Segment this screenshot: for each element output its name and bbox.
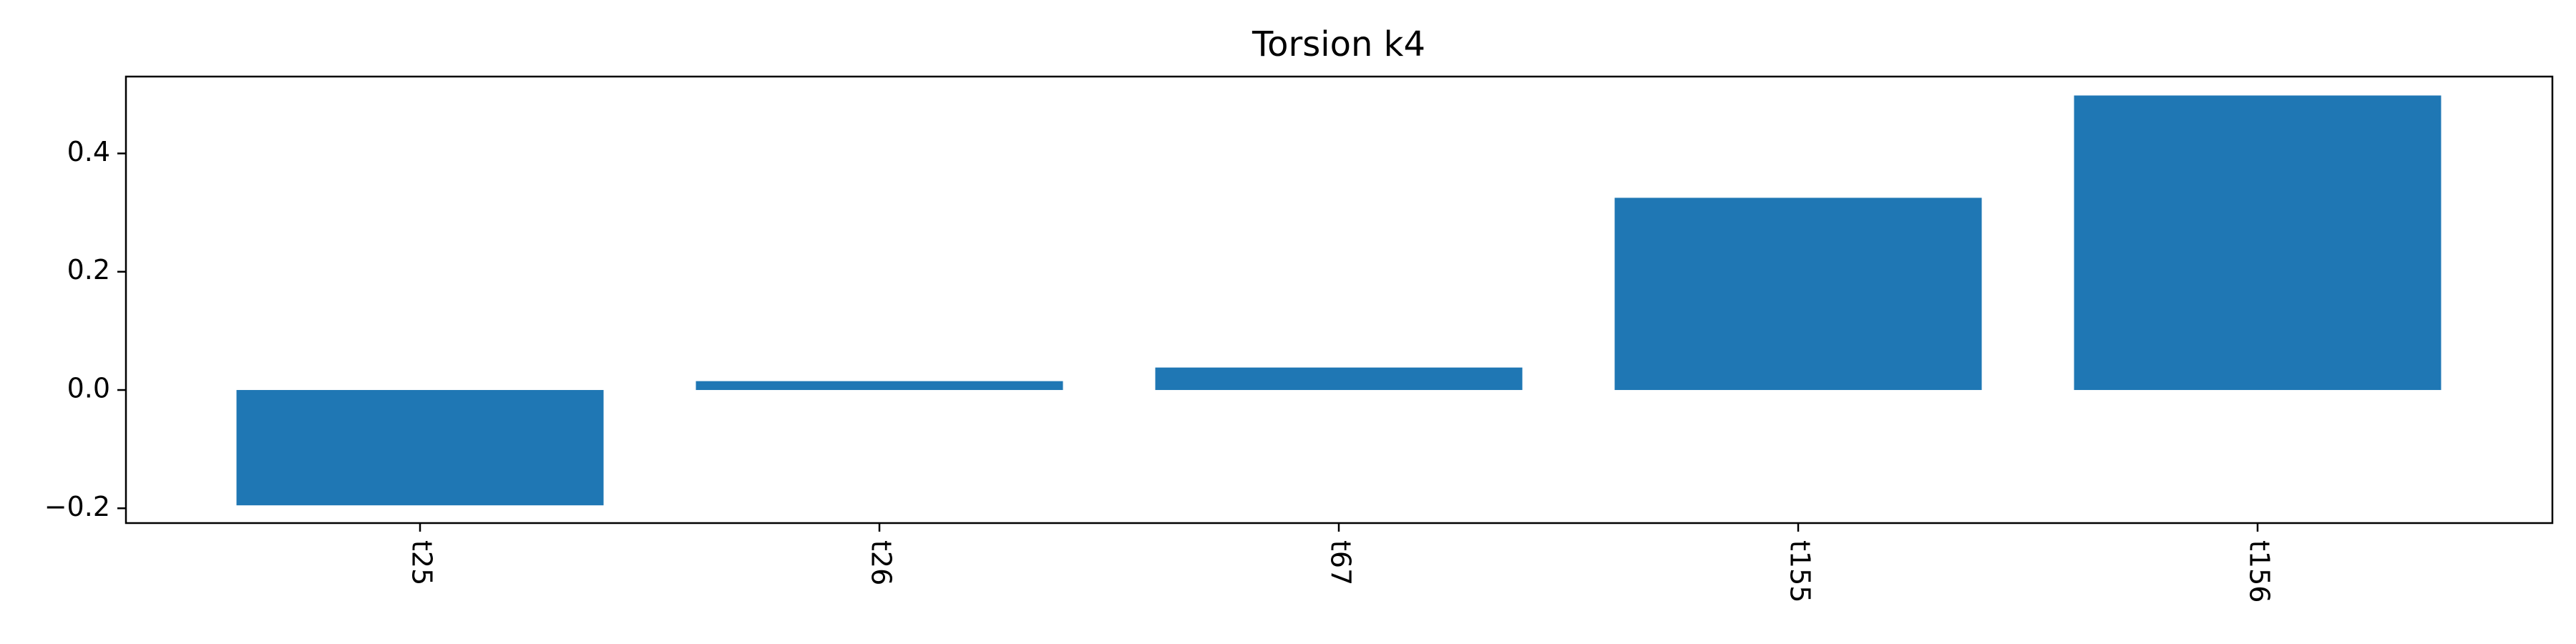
bars-group — [236, 95, 2441, 506]
bar-t155 — [1614, 197, 1982, 391]
x-tick-label-t25: t25 — [406, 540, 438, 585]
x-tick-label-t67: t67 — [1325, 540, 1357, 585]
bar-t156 — [2074, 95, 2441, 391]
x-tick-label-t155: t155 — [1785, 540, 1816, 602]
y-tick-label: −0.2 — [44, 491, 110, 522]
chart-title: Torsion k4 — [1252, 24, 1425, 64]
y-axis: −0.2 0.0 0.2 0.4 — [44, 136, 126, 522]
y-tick-label: 0.0 — [67, 373, 110, 404]
x-axis: t25 t26 t67 t155 t156 — [406, 523, 2275, 602]
bar-t25 — [236, 390, 604, 506]
x-tick-label-t26: t26 — [866, 540, 897, 585]
bar-t26 — [696, 381, 1063, 391]
x-tick-label-t156: t156 — [2244, 540, 2275, 602]
bar-t67 — [1155, 367, 1523, 391]
y-tick-label: 0.2 — [67, 254, 110, 286]
y-tick-label: 0.4 — [67, 136, 110, 167]
